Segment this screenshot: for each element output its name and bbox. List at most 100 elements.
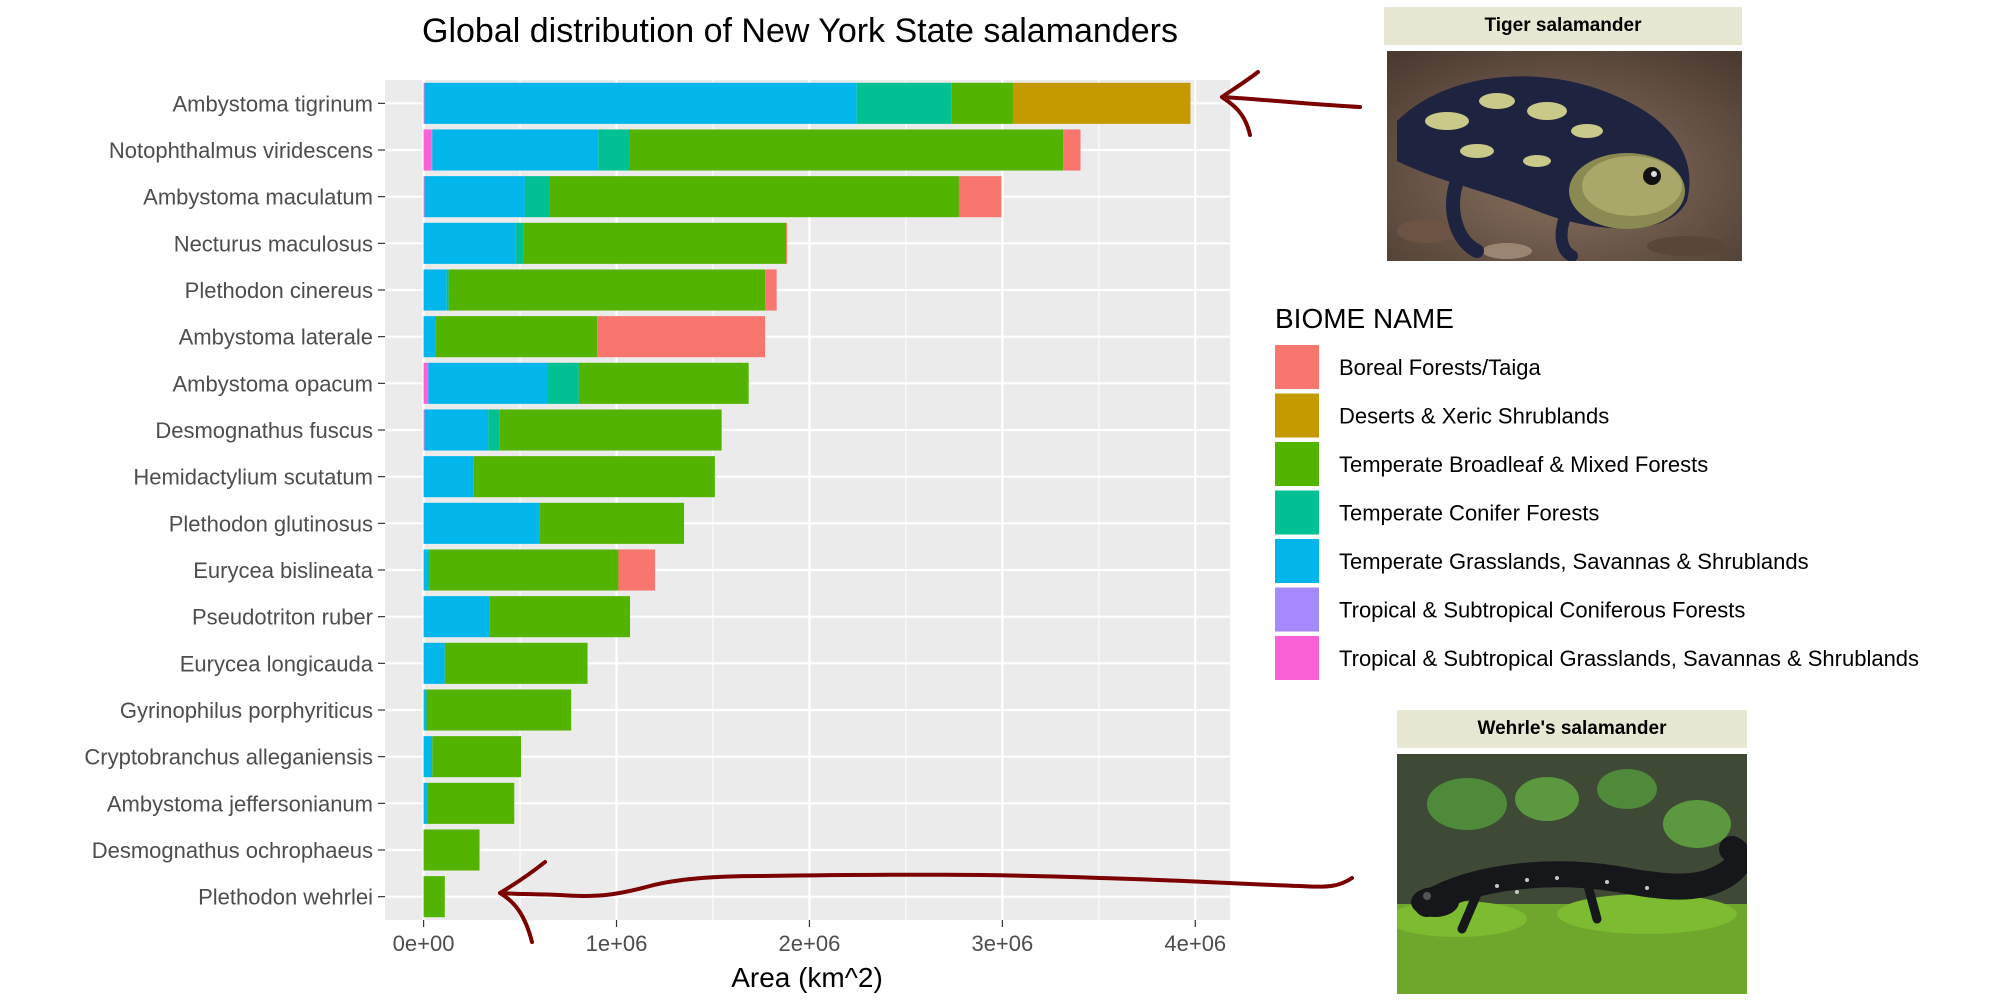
legend-swatch: [1275, 442, 1319, 486]
bar-segment: [423, 176, 425, 218]
legend-swatch: [1275, 345, 1319, 389]
tiger-arrowhead: [1220, 70, 1260, 137]
x-tick-label: 0e+00: [393, 931, 455, 956]
bar-segment: [523, 222, 787, 264]
bar-segment: [473, 456, 715, 498]
tiger-salamander-panel: Tiger salamander: [1384, 7, 1742, 261]
bar-segment: [424, 409, 489, 451]
tiger-salamander-photo: [1387, 51, 1742, 261]
y-tick-label: Pseudotriton ruber: [192, 605, 373, 630]
bar-segment: [423, 689, 427, 731]
bar-segment: [423, 502, 540, 544]
bar-segment: [548, 362, 579, 404]
bar-segment: [423, 549, 428, 591]
bar-segment: [578, 362, 749, 404]
bar-segment: [951, 82, 1013, 124]
y-tick-label: Ambystoma opacum: [172, 371, 373, 396]
bar-segment: [598, 129, 630, 171]
legend-label: Temperate Grasslands, Savannas & Shrubla…: [1339, 549, 1809, 574]
bar-segment: [423, 269, 447, 311]
y-tick-label: Cryptobranchus alleganiensis: [84, 745, 373, 770]
wehrle-arrow-line: [498, 872, 1354, 898]
y-tick-label: Ambystoma maculatum: [143, 185, 373, 210]
legend-label: Tropical & Subtropical Coniferous Forest…: [1339, 598, 1745, 623]
bar-segment: [432, 736, 522, 778]
bar-segment: [786, 222, 788, 264]
legend-swatch: [1275, 636, 1319, 680]
bar-segment: [432, 129, 599, 171]
bar-segment: [1012, 82, 1191, 124]
bar-segment: [488, 409, 500, 451]
x-tick-label: 4e+06: [1164, 931, 1226, 956]
bar-segment: [489, 596, 631, 638]
y-tick-label: Plethodon glutinosus: [169, 511, 373, 536]
bar-segment: [427, 782, 515, 824]
bar-segment: [423, 316, 436, 358]
bar-segment: [423, 456, 474, 498]
bar-segment: [427, 549, 430, 591]
bar-segment: [424, 82, 857, 124]
legend-label: Temperate Conifer Forests: [1339, 501, 1599, 526]
bar-segment: [516, 222, 524, 264]
bar-segment: [618, 549, 656, 591]
bar-segment: [429, 549, 619, 591]
legend: BIOME NAME Boreal Forests/Taiga Deserts &…: [1275, 303, 1919, 680]
bar-segment: [423, 596, 490, 638]
y-tick-label: Desmognathus ochrophaeus: [92, 838, 373, 863]
y-tick-label: Ambystoma tigrinum: [172, 91, 373, 116]
bar-segment: [765, 269, 777, 311]
bar-segment: [499, 409, 722, 451]
bars: [423, 82, 1191, 918]
legend-swatch: [1275, 539, 1319, 583]
y-tick-label: Eurycea longicauda: [180, 651, 374, 676]
bar-segment: [431, 129, 433, 171]
bar-segment: [423, 736, 433, 778]
y-tick-label: Notophthalmus viridescens: [109, 138, 373, 163]
legend-swatch: [1275, 393, 1319, 438]
bar-segment: [444, 642, 588, 684]
bar-segment: [427, 362, 429, 404]
chart-title: Global distribution of New York State sa…: [422, 12, 1178, 50]
x-tick-label: 3e+06: [971, 931, 1033, 956]
bar-segment: [629, 129, 1064, 171]
x-tick-label: 1e+06: [586, 931, 648, 956]
bar-segment: [549, 176, 959, 218]
legend-title: BIOME NAME: [1275, 303, 1454, 334]
bar-segment: [428, 362, 549, 404]
legend-label: Temperate Broadleaf & Mixed Forests: [1339, 452, 1708, 477]
y-tick-label: Hemidactylium scutatum: [133, 465, 373, 490]
bar-segment: [539, 502, 685, 544]
legend-label: Boreal Forests/Taiga: [1339, 355, 1542, 380]
bar-segment: [446, 269, 449, 311]
y-tick-label: Necturus maculosus: [174, 231, 373, 256]
wehrle-salamander-panel: Wehrle's salamander: [1397, 710, 1747, 994]
wehrle-salamander-caption: Wehrle's salamander: [1397, 710, 1747, 748]
x-tick-label: 2e+06: [779, 931, 841, 956]
tiger-arrow-line: [1220, 95, 1362, 109]
bar-segment: [423, 129, 432, 171]
bar-segment: [435, 316, 598, 358]
tiger-salamander-caption: Tiger salamander: [1384, 7, 1742, 45]
bar-segment: [856, 82, 952, 124]
bar-segment: [1063, 129, 1081, 171]
bar-segment: [423, 829, 480, 871]
legend-label: Tropical & Subtropical Grasslands, Savan…: [1339, 646, 1919, 671]
y-tick-label: Ambystoma jeffersonianum: [107, 791, 373, 816]
bar-segment: [958, 176, 1002, 218]
bar-segment: [423, 876, 445, 918]
bar-segment: [423, 642, 445, 684]
x-axis-title: Area (km^2): [731, 962, 883, 993]
bar-segment: [424, 176, 525, 218]
legend-swatch: [1275, 490, 1319, 535]
bar-segment: [426, 689, 572, 731]
legend-swatch: [1275, 587, 1319, 632]
y-tick-label: Plethodon cinereus: [185, 278, 373, 303]
bar-segment: [448, 269, 766, 311]
y-tick-label: Eurycea bislineata: [193, 558, 374, 583]
bar-segment: [597, 316, 766, 358]
plot-panel: [385, 80, 1230, 920]
y-tick-label: Plethodon wehrlei: [198, 885, 373, 910]
wehrle-salamander-image: [1397, 754, 1747, 994]
y-tick-label: Desmognathus fuscus: [155, 418, 373, 443]
